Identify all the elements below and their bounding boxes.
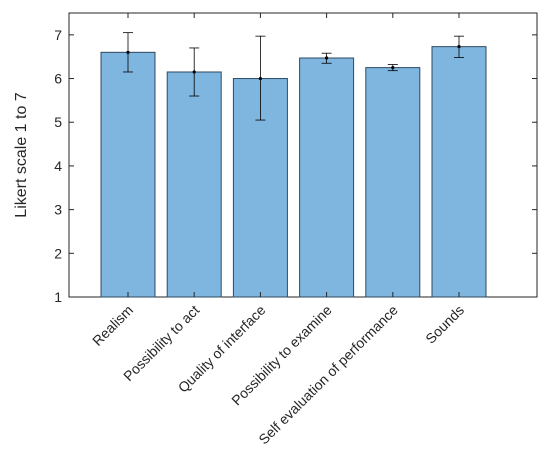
- y-tick-label: 5: [54, 114, 62, 130]
- y-tick-label: 7: [54, 27, 62, 43]
- x-tick-label: Realism: [89, 302, 136, 349]
- y-tick-label: 1: [54, 289, 62, 305]
- x-tick-label: Sounds: [422, 302, 467, 347]
- y-axis-label: Likert scale 1 to 7: [13, 92, 30, 218]
- y-tick-label: 2: [54, 245, 62, 261]
- mean-marker: [325, 56, 329, 60]
- mean-marker: [126, 50, 130, 54]
- bar: [166, 71, 222, 298]
- error-bars-group: [123, 32, 464, 121]
- y-tick-label: 6: [54, 71, 62, 87]
- mean-marker: [258, 76, 262, 81]
- y-tick-label: 3: [54, 202, 62, 218]
- bar: [431, 46, 487, 298]
- bar: [299, 57, 355, 298]
- bars-group: [100, 46, 487, 298]
- y-axis-ticks: 1 2 3 4 5 6 7: [54, 27, 537, 305]
- x-tick-label: Self evaluation of performance: [255, 302, 401, 448]
- mean-marker: [457, 45, 461, 49]
- bar: [365, 67, 421, 298]
- mean-marker: [391, 66, 395, 70]
- y-tick-label: 4: [54, 158, 62, 174]
- bar: [100, 51, 156, 298]
- mean-marker: [192, 70, 196, 74]
